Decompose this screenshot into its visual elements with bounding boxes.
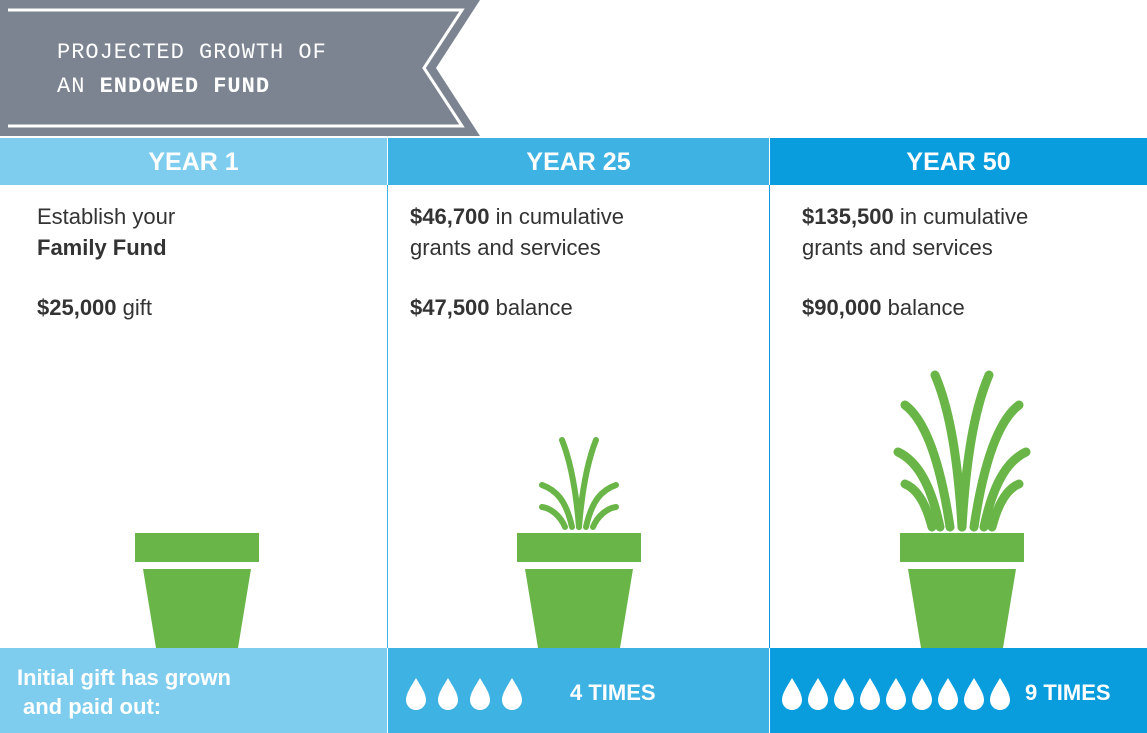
amount: $25,000 [37, 295, 117, 320]
column-heading: YEAR 50 [770, 140, 1147, 185]
amount: $47,500 [410, 295, 490, 320]
text: in cumulative [496, 204, 624, 229]
title-text: AN [57, 74, 85, 99]
text: balance [496, 295, 573, 320]
text-line: $135,500 in cumulative [802, 201, 1028, 232]
column-text: $46,700 in cumulative grants and service… [410, 201, 624, 323]
column-heading: YEAR 1 [0, 140, 387, 185]
text-line: $90,000 balance [802, 292, 1028, 323]
text-line: grants and services [802, 232, 1028, 263]
title-line: PROJECTED GROWTH OF [57, 36, 327, 70]
title: PROJECTED GROWTH OF AN ENDOWED FUND [57, 36, 327, 104]
pots [135, 533, 1024, 648]
text-line: Family Fund [37, 232, 175, 263]
amount: $135,500 [802, 204, 894, 229]
text: balance [888, 295, 965, 320]
text-line: Establish your [37, 201, 175, 232]
text-line: and paid out: [17, 692, 231, 721]
plant-large [898, 375, 1026, 527]
amount: $46,700 [410, 204, 490, 229]
plant-small [542, 440, 616, 527]
column-text: Establish your Family Fund $25,000 gift [37, 201, 175, 323]
times-label: 4 TIMES [570, 680, 656, 706]
amount-text: gift [123, 295, 152, 320]
title-bold: ENDOWED FUND [100, 74, 270, 99]
text-line: $46,700 in cumulative [410, 201, 624, 232]
column-text: $135,500 in cumulative grants and servic… [802, 201, 1028, 323]
text: in cumulative [900, 204, 1028, 229]
page: PROJECTED GROWTH OF AN ENDOWED FUND YEAR… [0, 0, 1147, 733]
column-heading: YEAR 25 [388, 140, 769, 185]
title-line: AN ENDOWED FUND [57, 70, 327, 104]
text-line: $47,500 balance [410, 292, 624, 323]
footer-label: Initial gift has grown and paid out: [17, 663, 231, 721]
text-line: $25,000 gift [37, 292, 175, 323]
text-line: Initial gift has grown [17, 663, 231, 692]
graphics [0, 0, 1147, 733]
text-line: grants and services [410, 232, 624, 263]
amount: $90,000 [802, 295, 882, 320]
times-label: 9 TIMES [1025, 680, 1111, 706]
